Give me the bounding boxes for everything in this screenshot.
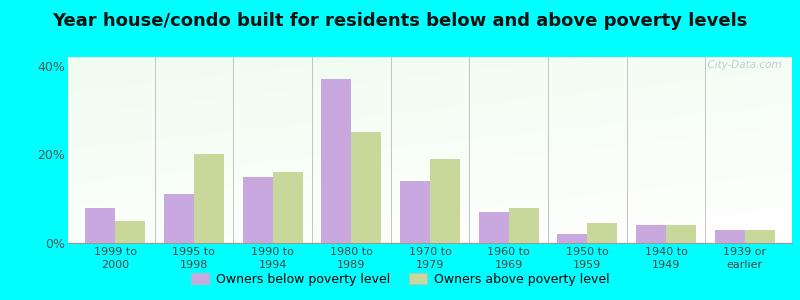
Bar xyxy=(636,225,666,243)
Bar xyxy=(322,79,351,243)
Bar xyxy=(430,159,460,243)
Bar xyxy=(400,181,430,243)
Bar xyxy=(558,234,587,243)
Bar xyxy=(666,225,696,243)
Bar xyxy=(194,154,224,243)
Text: Year house/condo built for residents below and above poverty levels: Year house/condo built for residents bel… xyxy=(52,12,748,30)
Bar xyxy=(273,172,302,243)
Bar xyxy=(242,177,273,243)
Bar xyxy=(587,223,618,243)
Bar xyxy=(509,208,538,243)
Legend: Owners below poverty level, Owners above poverty level: Owners below poverty level, Owners above… xyxy=(186,268,614,291)
Bar xyxy=(115,221,145,243)
Bar xyxy=(715,230,745,243)
Bar xyxy=(86,208,115,243)
Bar xyxy=(351,132,382,243)
Bar xyxy=(164,194,194,243)
Bar xyxy=(478,212,509,243)
Bar xyxy=(745,230,774,243)
Text: City-Data.com: City-Data.com xyxy=(701,60,781,70)
